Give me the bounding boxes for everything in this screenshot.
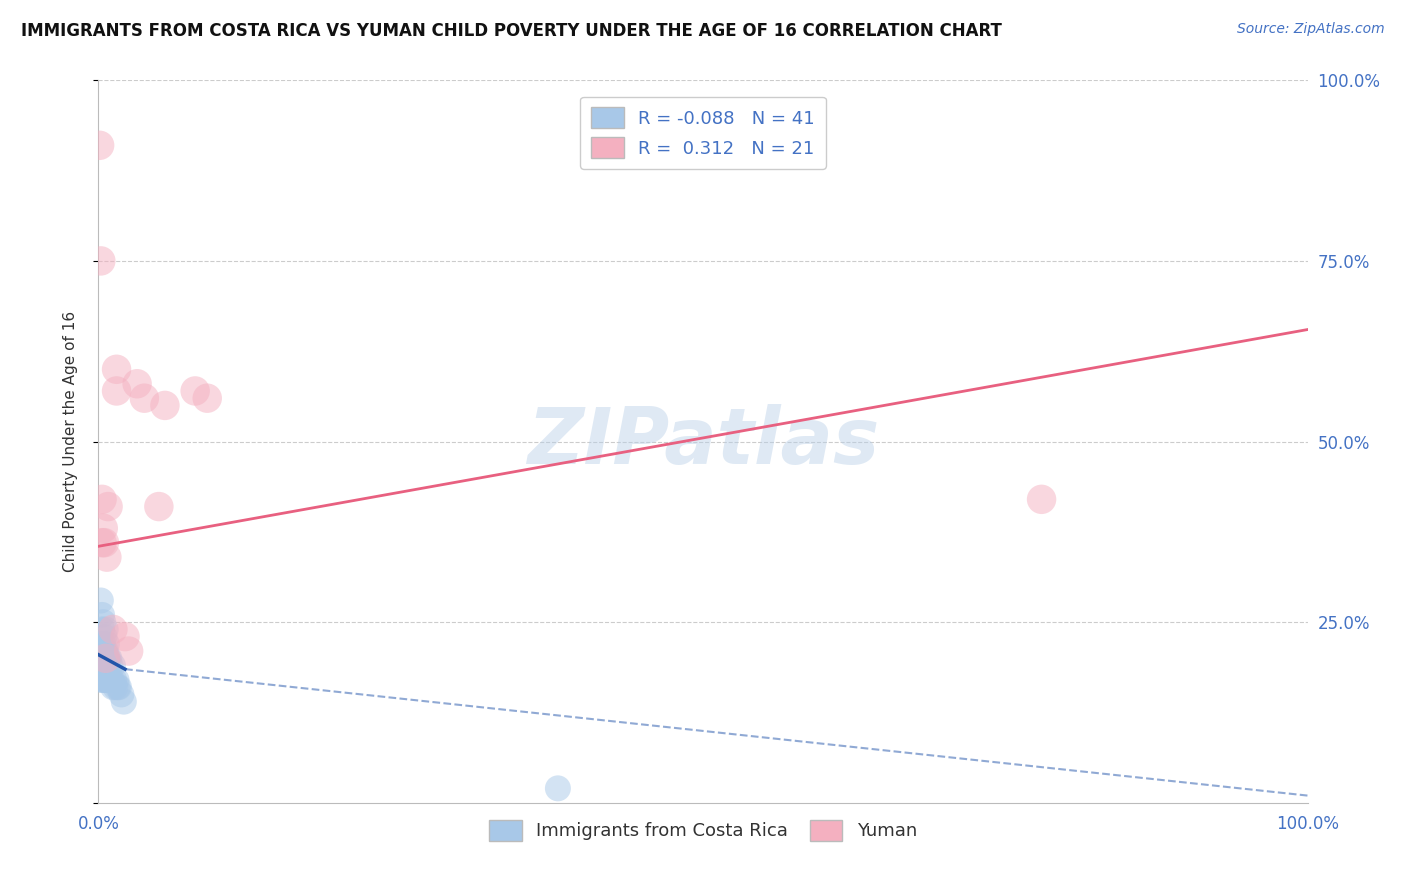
Point bbox=[100, 673, 122, 687]
Text: ZIPatlas: ZIPatlas bbox=[527, 403, 879, 480]
Point bbox=[100, 673, 122, 687]
Point bbox=[1031, 492, 1053, 507]
Point bbox=[93, 658, 115, 673]
Point bbox=[127, 376, 149, 391]
Point bbox=[91, 637, 114, 651]
Point bbox=[89, 644, 111, 658]
Point bbox=[91, 615, 114, 630]
Point bbox=[118, 644, 141, 658]
Point bbox=[107, 680, 129, 694]
Legend: Immigrants from Costa Rica, Yuman: Immigrants from Costa Rica, Yuman bbox=[482, 813, 924, 848]
Point bbox=[89, 658, 111, 673]
Point bbox=[91, 623, 114, 637]
Y-axis label: Child Poverty Under the Age of 16: Child Poverty Under the Age of 16 bbox=[63, 311, 77, 572]
Point bbox=[93, 535, 115, 549]
Point bbox=[195, 391, 218, 405]
Point bbox=[547, 781, 569, 796]
Point bbox=[96, 651, 118, 665]
Point bbox=[184, 384, 207, 398]
Point bbox=[153, 398, 176, 412]
Point bbox=[90, 637, 112, 651]
Point bbox=[101, 623, 124, 637]
Text: Source: ZipAtlas.com: Source: ZipAtlas.com bbox=[1237, 22, 1385, 37]
Point bbox=[104, 680, 127, 694]
Point bbox=[93, 673, 115, 687]
Point bbox=[94, 658, 117, 673]
Point bbox=[91, 673, 114, 687]
Point bbox=[96, 637, 118, 651]
Point bbox=[101, 658, 124, 673]
Point bbox=[91, 607, 114, 622]
Point bbox=[96, 550, 118, 565]
Point bbox=[98, 651, 121, 665]
Point bbox=[91, 644, 114, 658]
Point bbox=[91, 658, 114, 673]
Point bbox=[90, 253, 112, 268]
Point bbox=[114, 630, 136, 644]
Point bbox=[94, 644, 117, 658]
Point bbox=[100, 658, 122, 673]
Point bbox=[97, 500, 120, 514]
Point bbox=[101, 680, 124, 694]
Point bbox=[94, 651, 117, 665]
Point bbox=[89, 138, 111, 153]
Point bbox=[148, 500, 170, 514]
Point bbox=[103, 673, 125, 687]
Point bbox=[93, 644, 115, 658]
Point bbox=[94, 673, 117, 687]
Point bbox=[105, 384, 128, 398]
Point bbox=[90, 673, 112, 687]
Point bbox=[96, 673, 118, 687]
Point bbox=[112, 695, 135, 709]
Point bbox=[110, 687, 132, 701]
Point bbox=[91, 535, 114, 549]
Point bbox=[105, 673, 128, 687]
Text: IMMIGRANTS FROM COSTA RICA VS YUMAN CHILD POVERTY UNDER THE AGE OF 16 CORRELATIO: IMMIGRANTS FROM COSTA RICA VS YUMAN CHIL… bbox=[21, 22, 1002, 40]
Point bbox=[98, 673, 121, 687]
Point bbox=[105, 362, 128, 376]
Point bbox=[97, 673, 120, 687]
Point bbox=[94, 623, 117, 637]
Point bbox=[108, 680, 131, 694]
Point bbox=[93, 630, 115, 644]
Point bbox=[90, 593, 112, 607]
Point bbox=[91, 521, 114, 535]
Point bbox=[97, 651, 120, 665]
Point bbox=[134, 391, 156, 405]
Point bbox=[91, 492, 114, 507]
Point bbox=[91, 658, 114, 673]
